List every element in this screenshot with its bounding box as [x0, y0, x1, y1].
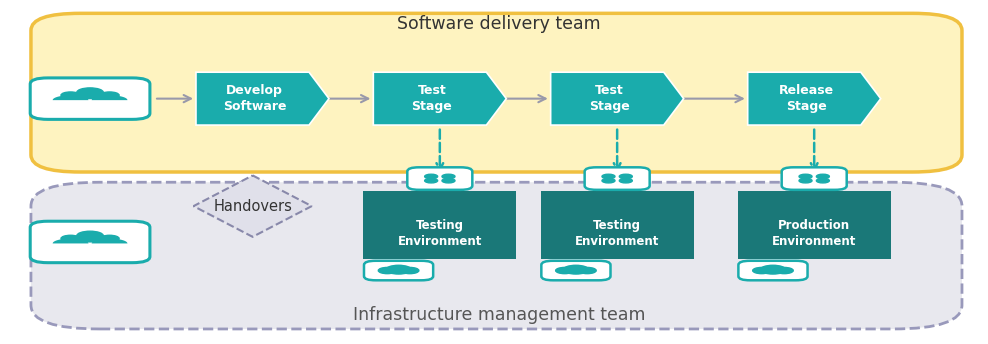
- Circle shape: [425, 174, 438, 179]
- Circle shape: [100, 92, 120, 99]
- Circle shape: [799, 179, 812, 183]
- Circle shape: [578, 267, 596, 274]
- Polygon shape: [196, 72, 329, 125]
- FancyBboxPatch shape: [782, 167, 847, 190]
- FancyBboxPatch shape: [540, 191, 694, 259]
- Polygon shape: [65, 93, 115, 99]
- Polygon shape: [550, 72, 684, 125]
- Circle shape: [602, 174, 615, 179]
- Text: Testing
Environment: Testing Environment: [397, 218, 482, 248]
- FancyBboxPatch shape: [738, 261, 807, 280]
- Polygon shape: [92, 239, 127, 244]
- Circle shape: [776, 267, 793, 274]
- Text: Production
Environment: Production Environment: [772, 218, 857, 248]
- Text: Infrastructure management team: Infrastructure management team: [353, 305, 645, 324]
- Circle shape: [378, 267, 396, 274]
- Circle shape: [77, 88, 104, 97]
- Polygon shape: [92, 95, 127, 100]
- FancyBboxPatch shape: [31, 221, 150, 263]
- FancyBboxPatch shape: [407, 167, 472, 190]
- Polygon shape: [65, 236, 115, 243]
- Circle shape: [77, 231, 104, 240]
- Circle shape: [442, 179, 455, 183]
- Circle shape: [816, 174, 829, 179]
- Text: Test
Stage: Test Stage: [589, 84, 629, 113]
- Circle shape: [753, 267, 771, 274]
- Text: Software delivery team: Software delivery team: [397, 14, 601, 33]
- Circle shape: [563, 265, 589, 274]
- FancyBboxPatch shape: [31, 182, 962, 329]
- FancyBboxPatch shape: [31, 13, 962, 172]
- FancyBboxPatch shape: [758, 270, 788, 272]
- Circle shape: [816, 179, 829, 183]
- Circle shape: [401, 267, 419, 274]
- Circle shape: [100, 235, 120, 242]
- Circle shape: [761, 265, 785, 274]
- FancyBboxPatch shape: [541, 261, 611, 280]
- FancyBboxPatch shape: [383, 270, 414, 272]
- FancyBboxPatch shape: [738, 191, 890, 259]
- Circle shape: [61, 92, 80, 99]
- Text: Testing
Environment: Testing Environment: [575, 218, 659, 248]
- Circle shape: [386, 265, 411, 274]
- Polygon shape: [373, 72, 506, 125]
- Circle shape: [425, 179, 438, 183]
- FancyBboxPatch shape: [31, 78, 150, 119]
- Circle shape: [442, 174, 455, 179]
- Circle shape: [619, 179, 632, 183]
- Polygon shape: [52, 239, 89, 244]
- Circle shape: [61, 235, 80, 242]
- Circle shape: [799, 174, 812, 179]
- Text: Test
Stage: Test Stage: [411, 84, 453, 113]
- FancyBboxPatch shape: [364, 191, 516, 259]
- Text: Handovers: Handovers: [213, 198, 292, 214]
- Text: Develop
Software: Develop Software: [222, 84, 287, 113]
- FancyBboxPatch shape: [560, 270, 592, 272]
- Circle shape: [555, 267, 574, 274]
- Text: Release
Stage: Release Stage: [779, 84, 834, 113]
- Polygon shape: [52, 95, 89, 100]
- Circle shape: [602, 179, 615, 183]
- Circle shape: [619, 174, 632, 179]
- FancyBboxPatch shape: [364, 261, 433, 280]
- FancyBboxPatch shape: [585, 167, 650, 190]
- Polygon shape: [748, 72, 880, 125]
- Polygon shape: [194, 175, 312, 237]
